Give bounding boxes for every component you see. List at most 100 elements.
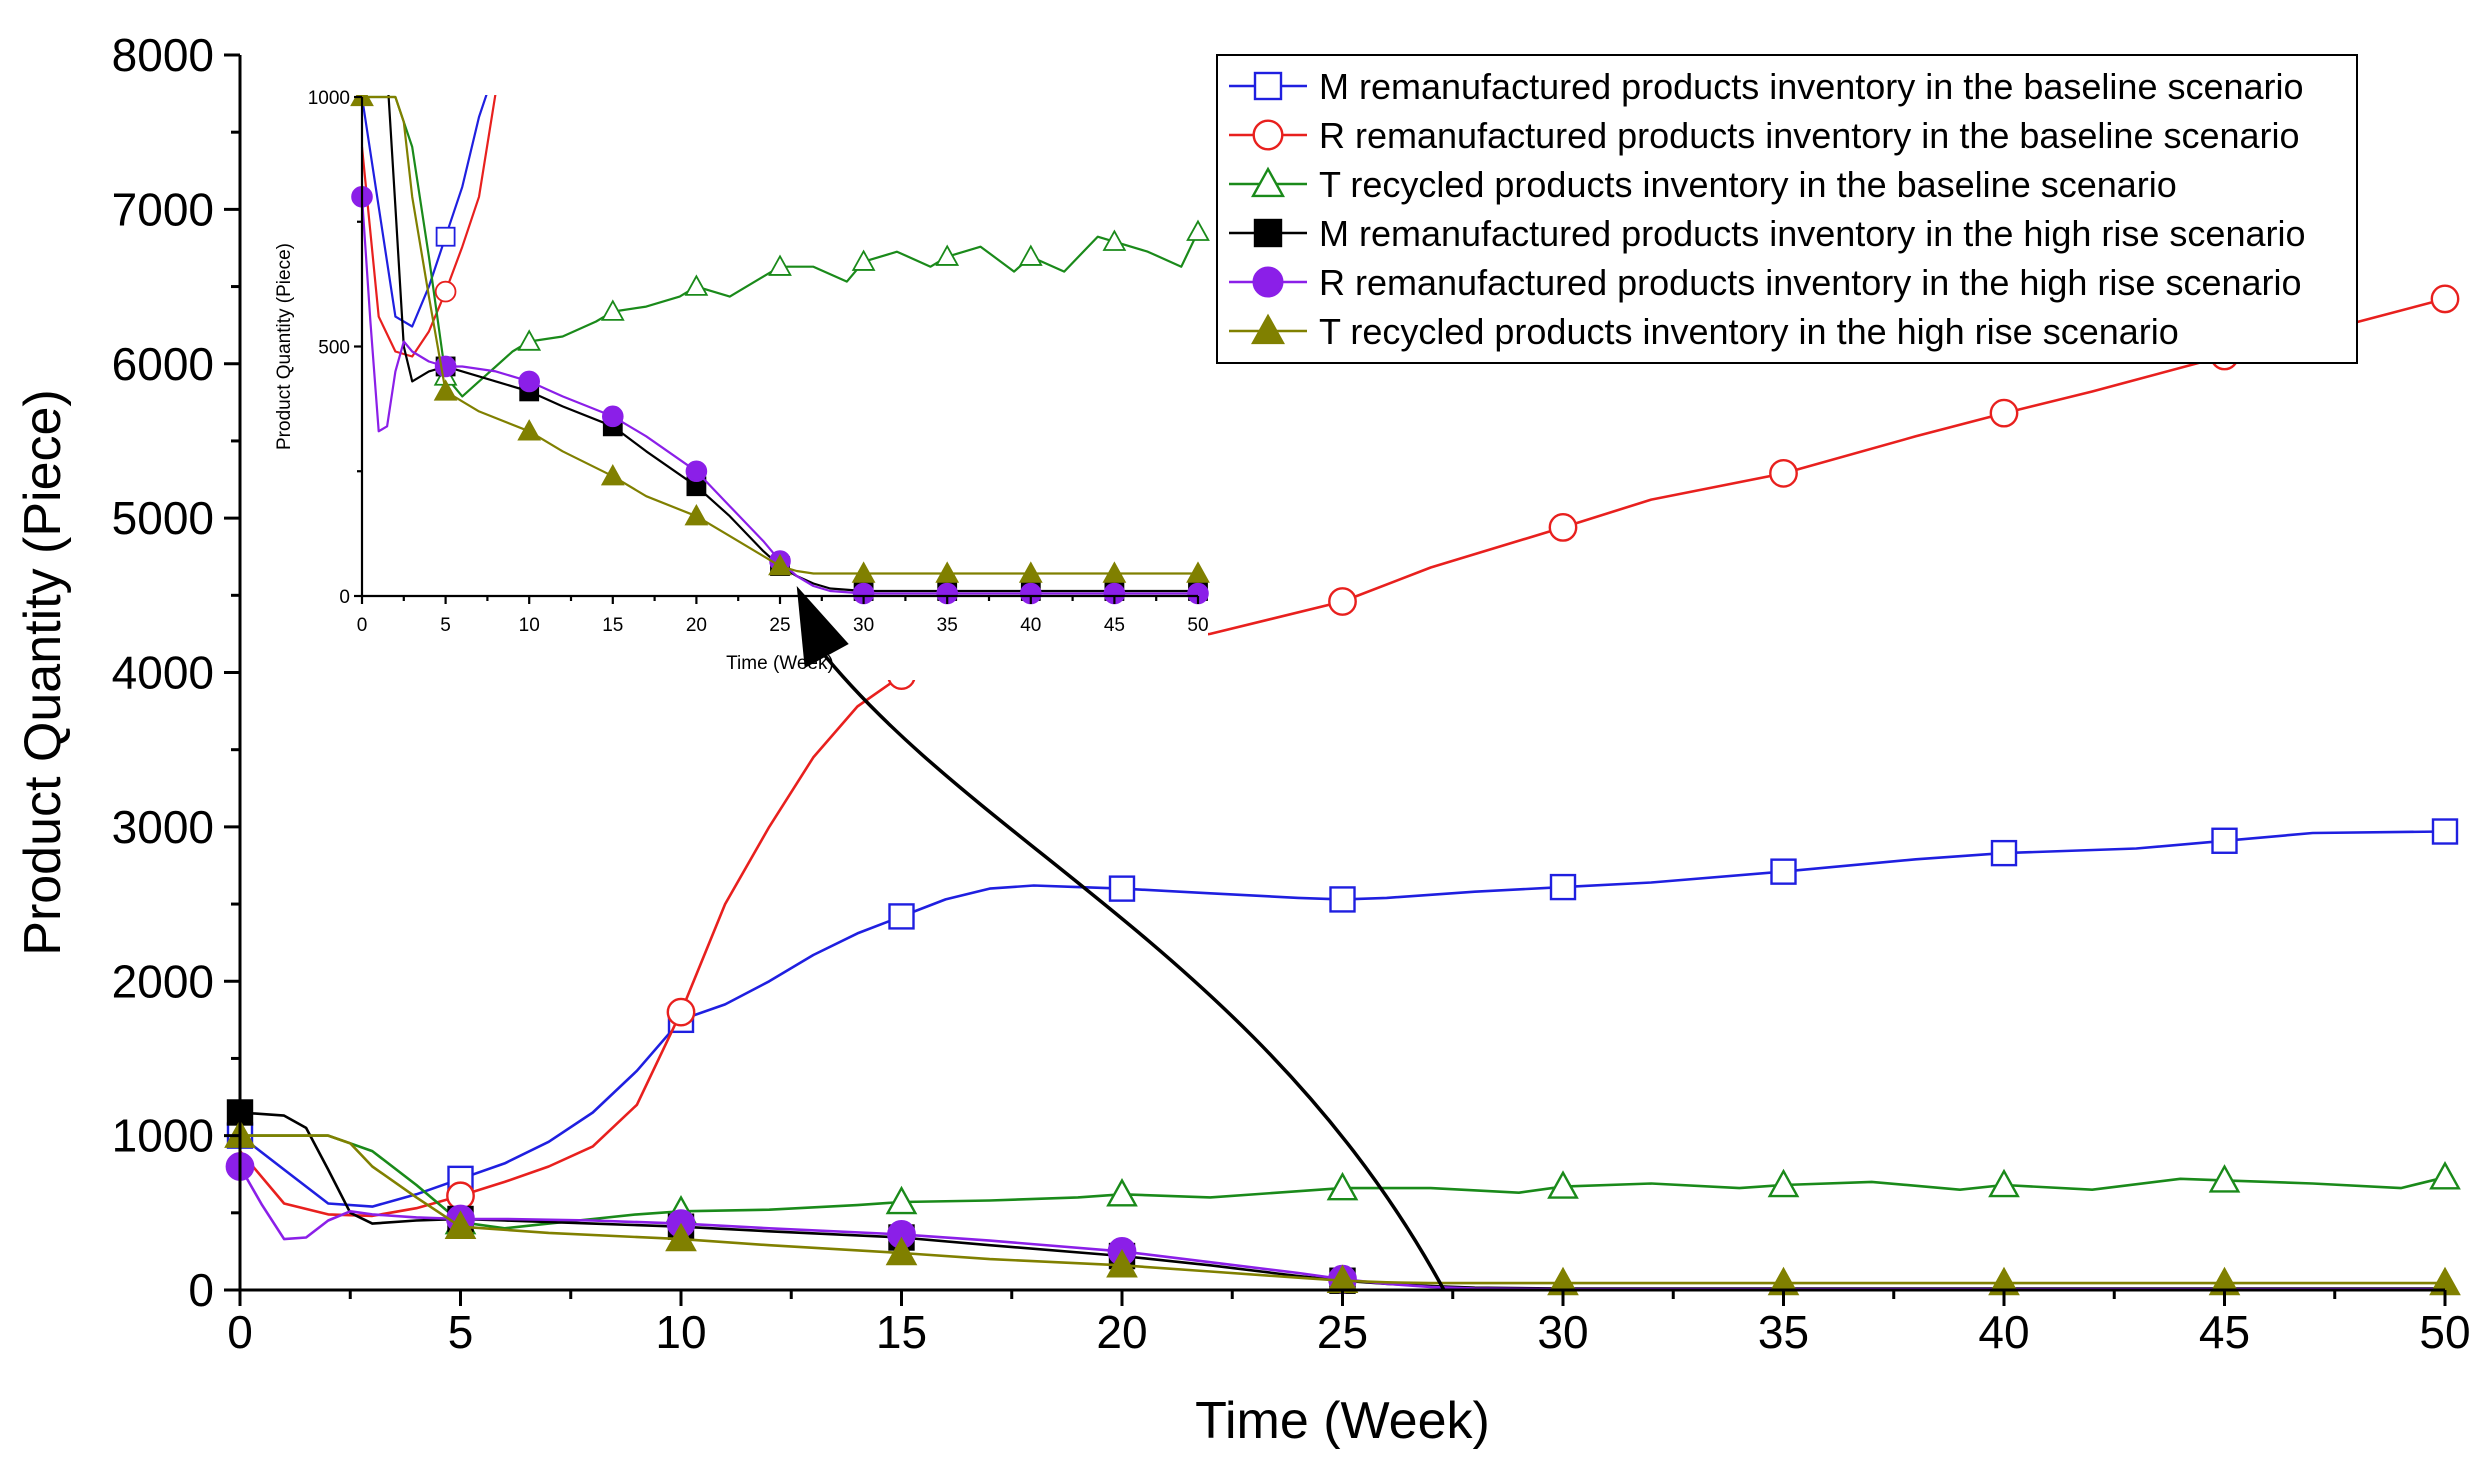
- main-series-1-point: [2211, 827, 2238, 854]
- main-series-2-point: [2430, 284, 2460, 314]
- main-x-tick-label: 0: [227, 1306, 253, 1358]
- inset-y-tick-label: 1000: [308, 88, 350, 109]
- inset-series-3-point: [1018, 244, 1043, 266]
- inset-series-3-point: [768, 254, 792, 276]
- main-series-2-point: [666, 997, 696, 1027]
- main-y-tick-label: 6000: [112, 338, 214, 390]
- main-x-tick-label: 15: [876, 1306, 927, 1358]
- legend-swatch-marker: [1251, 313, 1285, 345]
- main-y-tick-label: 5000: [112, 492, 214, 544]
- legend-label: R remanufactured products inventory in t…: [1319, 115, 2300, 156]
- main-series-line-1: [239, 830, 2446, 1208]
- main-series-2-point: [1328, 587, 1357, 616]
- legend-item-3: T recycled products inventory in the bas…: [1229, 164, 2177, 205]
- inset-series-5-point: [685, 460, 708, 483]
- main-series-1-point: [1549, 873, 1577, 901]
- main-series-line-6: [240, 1134, 2445, 1285]
- inset-x-tick-label: 50: [1187, 615, 1208, 636]
- inset-series-6-point: [1102, 561, 1127, 583]
- main-y-tick-label: 1000: [112, 1110, 214, 1162]
- main-series-3-point: [1547, 1170, 1579, 1199]
- main-series-2-point: [1769, 458, 1798, 488]
- main-y-tick-label: 4000: [112, 647, 214, 699]
- inset-x-tick-label: 0: [357, 615, 368, 636]
- legend-item-5: R remanufactured products inventory in t…: [1229, 262, 2302, 303]
- inset-x-tick-label: 10: [519, 615, 540, 636]
- inset-series-line-3: [362, 95, 1199, 398]
- inset-series-6-point: [1018, 561, 1043, 583]
- main-series-1-point: [1329, 886, 1356, 913]
- main-series-3-point: [885, 1185, 918, 1215]
- main-series-3-point: [1988, 1168, 2020, 1198]
- inset-series-line-6: [362, 95, 1198, 575]
- inset-series-1-point: [435, 226, 456, 247]
- main-series-line-3: [240, 1134, 2446, 1230]
- main-x-tick-label: 25: [1317, 1306, 1368, 1358]
- inset-x-tick-label: 35: [937, 615, 958, 636]
- main-series-3-point: [2208, 1164, 2241, 1193]
- legend-label: T recycled products inventory in the bas…: [1319, 164, 2177, 205]
- main-y-tick-label: 8000: [112, 29, 214, 81]
- legend-label: M remanufactured products inventory in t…: [1319, 213, 2306, 254]
- main-series-1-point: [1990, 839, 2018, 867]
- legend-swatch-marker: [1252, 266, 1284, 298]
- main-y-tick-label: 2000: [112, 955, 214, 1007]
- inset-y-tick-label: 0: [339, 587, 350, 608]
- inset-series-3-point: [1186, 219, 1210, 241]
- inset-series-6-point: [684, 503, 709, 526]
- main-y-tick-label: 7000: [112, 183, 214, 235]
- legend-item-1: M remanufactured products inventory in t…: [1229, 66, 2304, 107]
- inset-series-6-point: [517, 419, 542, 441]
- main-series-6-point: [665, 1222, 697, 1252]
- main-y-tick-label: 3000: [112, 801, 214, 853]
- inset-series-2-point: [434, 280, 457, 303]
- main-series-3-point: [1106, 1178, 1138, 1207]
- inset-x-tick-label: 45: [1104, 615, 1125, 636]
- inset-series-5-point: [601, 405, 624, 428]
- inset-x-tick-label: 30: [853, 615, 874, 636]
- inset-series-3-point: [851, 249, 876, 271]
- main-series-6-point: [885, 1236, 918, 1266]
- main-x-tick-label: 5: [448, 1306, 474, 1358]
- legend-label: R remanufactured products inventory in t…: [1319, 262, 2302, 303]
- main-series-1-point: [888, 903, 915, 930]
- inset-series-3-point: [1102, 229, 1127, 251]
- legend-swatch-marker: [1252, 119, 1284, 151]
- inset-series-6-point: [935, 561, 960, 583]
- inset-series-6-point: [433, 379, 458, 401]
- main-x-tick-label: 40: [1978, 1306, 2029, 1358]
- main-x-tick-label: 10: [655, 1306, 706, 1358]
- legend-label: M remanufactured products inventory in t…: [1319, 66, 2304, 107]
- inset-series-3-point: [684, 274, 709, 296]
- main-x-tick-label: 50: [2419, 1306, 2470, 1358]
- inset-series-line-1: [360, 95, 488, 328]
- legend: M remanufactured products inventory in t…: [1216, 54, 2358, 364]
- inset-series-group: [350, 95, 1210, 605]
- inset-x-tick-label: 25: [769, 615, 790, 636]
- main-series-3-point: [2429, 1161, 2461, 1190]
- legend-item-2: R remanufactured products inventory in t…: [1229, 115, 2300, 156]
- inset-y-tick-label: 500: [318, 338, 350, 359]
- inset-x-tick-label: 40: [1020, 615, 1041, 636]
- inset-series-6-point: [600, 464, 625, 486]
- inset-x-tick-label: 20: [686, 615, 707, 636]
- zoom-arrow-head: [796, 586, 849, 669]
- inset-series-3-point: [517, 329, 542, 351]
- main-x-tick-label: 35: [1758, 1306, 1809, 1358]
- main-y-tick-label: 0: [188, 1264, 214, 1316]
- legend-label: T recycled products inventory in the hig…: [1319, 311, 2179, 352]
- main-x-tick-label: 45: [2199, 1306, 2250, 1358]
- main-series-1-point: [1108, 875, 1136, 902]
- main-series-1-point: [1770, 858, 1797, 885]
- main-x-tick-label: 20: [1096, 1306, 1147, 1358]
- inset-y-axis-title: Product Quantity (Piece): [274, 243, 295, 450]
- legend-swatch-marker: [1253, 71, 1283, 101]
- inset-series-3-point: [600, 299, 625, 321]
- main-x-tick-label: 30: [1537, 1306, 1588, 1358]
- legend-box: [1216, 54, 2358, 364]
- legend-swatch-marker: [1251, 166, 1285, 198]
- main-x-axis-title: Time (Week): [1195, 1392, 1490, 1450]
- inset-series-6-point: [851, 561, 876, 583]
